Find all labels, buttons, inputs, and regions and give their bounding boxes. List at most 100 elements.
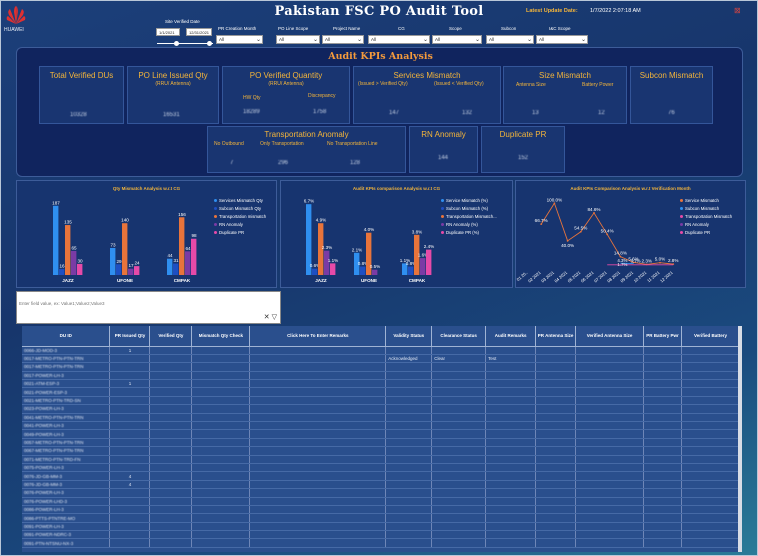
card-services-mismatch[interactable]: Services Mismatch (Issued > Verified Qty… — [353, 66, 501, 124]
bar[interactable] — [366, 232, 372, 275]
legend-item[interactable]: RN Anomaly — [680, 221, 732, 229]
date-slider-track[interactable] — [157, 43, 213, 44]
table-row[interactable]: 0017-METRO-PTN-PTN-TRN Acknowledged Clear T… — [22, 354, 741, 364]
table-row[interactable]: 0091-POWER-LH-3 — [22, 522, 741, 532]
data-point[interactable] — [632, 261, 635, 264]
date-from-input[interactable]: 1/1/2021 — [156, 28, 180, 36]
table-row[interactable]: 0017-METRO-PTN-PTN-TRN — [22, 362, 741, 372]
table-row[interactable]: 0021-POWER-ESP-3 — [22, 387, 741, 397]
bar[interactable] — [420, 258, 426, 275]
table-row[interactable]: 0066-JD-MOD-3 1 — [22, 346, 741, 355]
close-icon[interactable]: ⊠ — [734, 6, 741, 15]
table-cell[interactable] — [249, 396, 387, 406]
bar[interactable] — [312, 268, 318, 275]
date-to-input[interactable]: 12/31/2021 — [186, 28, 212, 36]
legend-item[interactable]: Duplicate PR — [680, 229, 732, 237]
column-header[interactable]: Click Here To Enter Remarks — [249, 326, 387, 347]
table-row[interactable]: 0049-POWER-LH-3 — [22, 429, 741, 439]
data-point[interactable] — [566, 239, 569, 242]
bar[interactable] — [318, 223, 324, 275]
bar[interactable] — [360, 266, 366, 275]
legend-item[interactable]: Transportation mismatch — [214, 213, 266, 221]
table-cell[interactable] — [249, 379, 387, 389]
bar[interactable] — [414, 234, 420, 275]
table-cell[interactable] — [249, 371, 387, 381]
legend-item[interactable]: Duplicate PR (%) — [441, 229, 497, 237]
table-cell[interactable] — [249, 455, 387, 464]
bar[interactable] — [77, 263, 83, 275]
bar[interactable] — [122, 223, 128, 275]
bar[interactable] — [128, 268, 134, 275]
legend-item[interactable]: Subcon Mismatch Qty — [214, 205, 266, 213]
slicer-dropdown-5[interactable]: All ⌄ — [486, 35, 534, 44]
data-point[interactable] — [606, 233, 609, 236]
legend-item[interactable]: Subcon Mismatch — [680, 205, 732, 213]
column-header[interactable]: Verified Antenna Size — [575, 326, 645, 347]
column-header[interactable]: PR Battery Pwr — [643, 326, 682, 347]
column-header[interactable]: Mismatch Qty Check — [191, 326, 251, 347]
table-row[interactable]: 0021-ATM-ESP-3 1 — [22, 379, 741, 389]
table-cell[interactable] — [249, 362, 387, 372]
legend-item[interactable]: Transportation Mismatch — [680, 213, 732, 221]
table-row[interactable]: 0075-POWER-LH-3 — [22, 463, 741, 473]
table-cell[interactable] — [249, 404, 387, 414]
slicer-dropdown-2[interactable]: All ⌄ — [322, 35, 364, 44]
slicer-dropdown-1[interactable]: All ⌄ — [276, 35, 320, 44]
table-cell[interactable] — [249, 538, 387, 548]
column-header[interactable]: Validity Status — [385, 326, 433, 347]
table-row[interactable]: 0041-METRO-PTN-PTN-TRN — [22, 413, 741, 423]
data-point[interactable] — [553, 202, 556, 205]
table-cell[interactable] — [249, 438, 387, 448]
table-cell[interactable] — [249, 387, 387, 397]
bar[interactable] — [59, 269, 65, 275]
bar[interactable] — [116, 264, 122, 275]
column-header[interactable]: Clearance Status — [431, 326, 487, 347]
table-row[interactable]: 0021-METRO-PTN-TRD-SN — [22, 396, 741, 406]
legend-item[interactable]: RN Anomaly (%) — [441, 221, 497, 229]
legend-item[interactable]: Service Mismatch — [680, 197, 732, 205]
card-duplicate-pr[interactable]: Duplicate PR 152 — [481, 126, 565, 173]
bar[interactable] — [306, 204, 312, 275]
column-header[interactable]: DU ID — [22, 326, 111, 347]
card-po-line-issued[interactable]: PO Line Issued Qty (RRU/ Antenna) 16531 — [127, 66, 219, 124]
table-row[interactable]: 0017-POWER-LH-3 — [22, 371, 741, 381]
bar[interactable] — [65, 225, 71, 275]
bar[interactable] — [179, 217, 185, 275]
legend-item[interactable]: RN Anomaly — [214, 221, 266, 229]
table-cell[interactable] — [249, 421, 387, 431]
card-rn-anomaly[interactable]: RN Anomaly 144 — [409, 126, 478, 173]
bar[interactable] — [110, 247, 116, 275]
table-cell[interactable] — [249, 346, 387, 355]
clear-icon[interactable]: ✕ — [263, 314, 270, 321]
table-cell[interactable] — [249, 513, 387, 523]
slicer-dropdown-4[interactable]: All ⌄ — [432, 35, 482, 44]
slicer-dropdown-6[interactable]: All ⌄ — [536, 35, 588, 44]
column-header[interactable]: Audit Remarks — [485, 326, 537, 347]
date-slider-handle-start[interactable] — [174, 41, 179, 46]
table-row[interactable]: 0086-POWER-LH-3 — [22, 505, 741, 515]
bar[interactable] — [173, 263, 179, 275]
table-cell[interactable] — [249, 480, 387, 490]
table-cell[interactable] — [249, 446, 387, 456]
table-cell[interactable] — [249, 413, 387, 423]
table-cell[interactable] — [249, 530, 387, 540]
legend-item[interactable]: Transportation Mismatch... — [441, 213, 497, 221]
bar[interactable] — [167, 258, 173, 275]
legend-item[interactable]: Duplicate PR — [214, 229, 266, 237]
card-subcon-mismatch[interactable]: Subcon Mismatch 76 — [630, 66, 713, 124]
slicer-dropdown-0[interactable]: All ⌄ — [216, 35, 263, 44]
table-cell[interactable] — [249, 471, 387, 481]
date-slider-handle-end[interactable] — [207, 41, 212, 46]
legend-item[interactable]: Subcon Mismatch (%) — [441, 205, 497, 213]
column-header[interactable]: Verified Battery — [681, 326, 741, 347]
table-row[interactable]: 0076-JD-GB-MM-3 4 — [22, 480, 741, 490]
table-row[interactable]: 0076-POWER-LHD-3 — [22, 497, 741, 506]
table-cell[interactable] — [249, 463, 387, 473]
table-row[interactable]: 0071-METRO-PTN-TRD-FN — [22, 455, 741, 464]
bar[interactable] — [324, 250, 330, 275]
data-point[interactable] — [659, 261, 661, 264]
table-scrollbar[interactable] — [738, 326, 742, 552]
bar[interactable] — [372, 269, 378, 275]
column-header[interactable]: PR Issued Qty — [109, 326, 151, 347]
bar[interactable] — [53, 205, 59, 275]
